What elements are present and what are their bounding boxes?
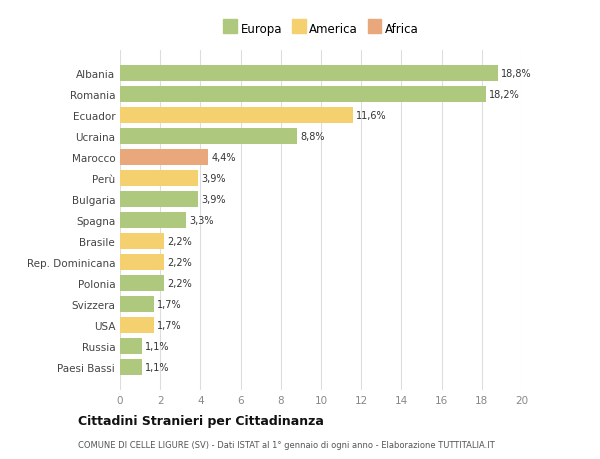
Text: 18,8%: 18,8% [501, 69, 532, 79]
Bar [120, 254, 164, 270]
Text: 3,3%: 3,3% [190, 215, 214, 225]
Text: 18,2%: 18,2% [489, 90, 520, 100]
Bar [120, 296, 154, 312]
Text: 1,7%: 1,7% [157, 320, 182, 330]
Text: Cittadini Stranieri per Cittadinanza: Cittadini Stranieri per Cittadinanza [78, 414, 324, 428]
Text: 11,6%: 11,6% [356, 111, 387, 121]
Text: 2,2%: 2,2% [167, 236, 192, 246]
Bar [120, 108, 353, 123]
Bar [120, 171, 199, 186]
Text: 1,7%: 1,7% [157, 299, 182, 309]
Text: 8,8%: 8,8% [300, 132, 325, 141]
Bar [120, 191, 199, 207]
Bar [120, 129, 297, 145]
Text: 4,4%: 4,4% [211, 152, 236, 162]
Text: 3,9%: 3,9% [202, 195, 226, 204]
Bar [120, 150, 208, 165]
Text: 2,2%: 2,2% [167, 257, 192, 267]
Bar [120, 359, 142, 375]
Text: 2,2%: 2,2% [167, 278, 192, 288]
Bar [120, 87, 486, 102]
Text: 1,1%: 1,1% [145, 362, 170, 372]
Text: 3,9%: 3,9% [202, 174, 226, 184]
Bar [120, 275, 164, 291]
Bar [120, 338, 142, 354]
Bar [120, 213, 187, 228]
Text: 1,1%: 1,1% [145, 341, 170, 351]
Legend: Europa, America, Africa: Europa, America, Africa [220, 19, 422, 39]
Bar [120, 234, 164, 249]
Bar [120, 66, 498, 82]
Bar [120, 317, 154, 333]
Text: COMUNE DI CELLE LIGURE (SV) - Dati ISTAT al 1° gennaio di ogni anno - Elaborazio: COMUNE DI CELLE LIGURE (SV) - Dati ISTAT… [78, 441, 495, 449]
